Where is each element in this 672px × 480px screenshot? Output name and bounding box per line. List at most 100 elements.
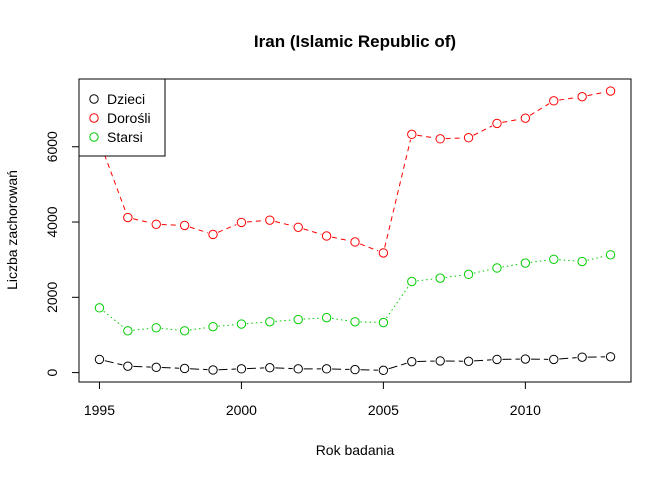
- data-point: [407, 129, 417, 140]
- data-point: [350, 364, 360, 375]
- data-point: [321, 312, 332, 323]
- x-tick-label: 2000: [226, 402, 257, 418]
- series-segment: [559, 96, 577, 101]
- data-point: [463, 356, 474, 366]
- legend-label: Starsi: [107, 129, 143, 145]
- series-segment: [502, 118, 521, 123]
- data-point: [378, 317, 389, 328]
- legend-box: [78, 78, 166, 157]
- x-tick-label: 2010: [510, 402, 541, 418]
- data-point: [520, 354, 531, 364]
- data-point: [350, 317, 360, 327]
- series-segment: [587, 91, 606, 97]
- series-segment: [445, 274, 464, 278]
- data-point: [94, 303, 105, 313]
- series-segment: [100, 146, 127, 213]
- data-point: [520, 113, 531, 123]
- series-segment: [104, 360, 123, 366]
- series-segment: [275, 367, 293, 370]
- series-segment: [303, 228, 322, 235]
- legend-label: Dzieci: [107, 91, 145, 107]
- data-point: [265, 362, 275, 373]
- series-segment: [359, 243, 379, 252]
- series-segment: [217, 224, 237, 233]
- series-segment: [559, 357, 577, 360]
- series-segment: [275, 319, 293, 322]
- data-point: [435, 134, 445, 144]
- data-point: [208, 229, 218, 240]
- data-point: [492, 263, 502, 273]
- legend-marker: [89, 113, 99, 123]
- series-segment: [559, 259, 577, 262]
- data-point: [179, 326, 190, 336]
- series-segment: [331, 236, 350, 242]
- data-point: [123, 326, 133, 336]
- data-point: [236, 364, 247, 374]
- data-point: [577, 256, 587, 267]
- legend: Dzieci Dorośli Starsi: [78, 78, 166, 157]
- data-point: [236, 319, 247, 329]
- data-point: [293, 222, 303, 233]
- x-tick-label: 1995: [84, 402, 115, 418]
- y-tick-label: 4000: [44, 206, 60, 237]
- y-axis-label: Liczba zachorowań: [4, 170, 20, 290]
- series-segment: [529, 103, 550, 116]
- legend-item: Dzieci: [89, 91, 145, 107]
- data-point: [549, 96, 559, 106]
- series-segment: [417, 134, 435, 139]
- series-segment: [133, 365, 151, 368]
- series-layer: [94, 86, 616, 376]
- data-point: [492, 118, 502, 129]
- legend-marker: [89, 94, 99, 104]
- data-point: [549, 354, 559, 365]
- data-point: [94, 354, 105, 365]
- series-segment: [473, 268, 492, 274]
- data-point: [265, 317, 275, 327]
- data-point: [208, 321, 218, 332]
- series-dorośli: [94, 86, 616, 258]
- series-segment: [388, 362, 407, 370]
- y-axis: 0 2000 4000 6000: [44, 131, 80, 376]
- data-point: [520, 258, 531, 268]
- series-segment: [474, 359, 492, 362]
- series-segment: [218, 368, 236, 371]
- data-point: [151, 323, 161, 333]
- data-point: [577, 352, 587, 362]
- data-point: [407, 356, 417, 367]
- y-tick-label: 2000: [44, 282, 60, 313]
- data-point: [435, 356, 445, 366]
- series-segment: [246, 321, 265, 325]
- chart-title: Iran (Islamic Republic of): [254, 32, 456, 51]
- series-segment: [303, 317, 322, 320]
- legend-item: Starsi: [89, 129, 143, 145]
- series-segment: [502, 263, 521, 268]
- data-point: [435, 273, 445, 283]
- data-point: [321, 231, 332, 241]
- data-point: [123, 361, 133, 371]
- series-segment: [103, 310, 124, 328]
- data-point: [321, 364, 332, 374]
- data-point: [123, 212, 133, 223]
- series-segment: [417, 278, 435, 282]
- data-point: [265, 215, 275, 225]
- data-point: [208, 365, 218, 375]
- data-point: [605, 86, 616, 96]
- series-segment: [473, 125, 493, 136]
- series-starsi: [94, 250, 616, 336]
- data-point: [492, 354, 502, 365]
- legend-marker: [89, 132, 99, 142]
- y-tick-label: 0: [44, 368, 60, 376]
- series-segment: [161, 327, 180, 331]
- data-point: [236, 217, 247, 228]
- data-point: [577, 91, 587, 102]
- data-point: [549, 254, 559, 264]
- series-segment: [161, 367, 180, 369]
- x-tick-label: 2005: [368, 402, 399, 418]
- series-segment: [133, 327, 151, 331]
- data-point: [463, 269, 474, 280]
- y-tick-label: 6000: [44, 131, 60, 162]
- data-point: [407, 276, 417, 287]
- series-segment: [133, 218, 152, 224]
- data-point: [179, 363, 190, 374]
